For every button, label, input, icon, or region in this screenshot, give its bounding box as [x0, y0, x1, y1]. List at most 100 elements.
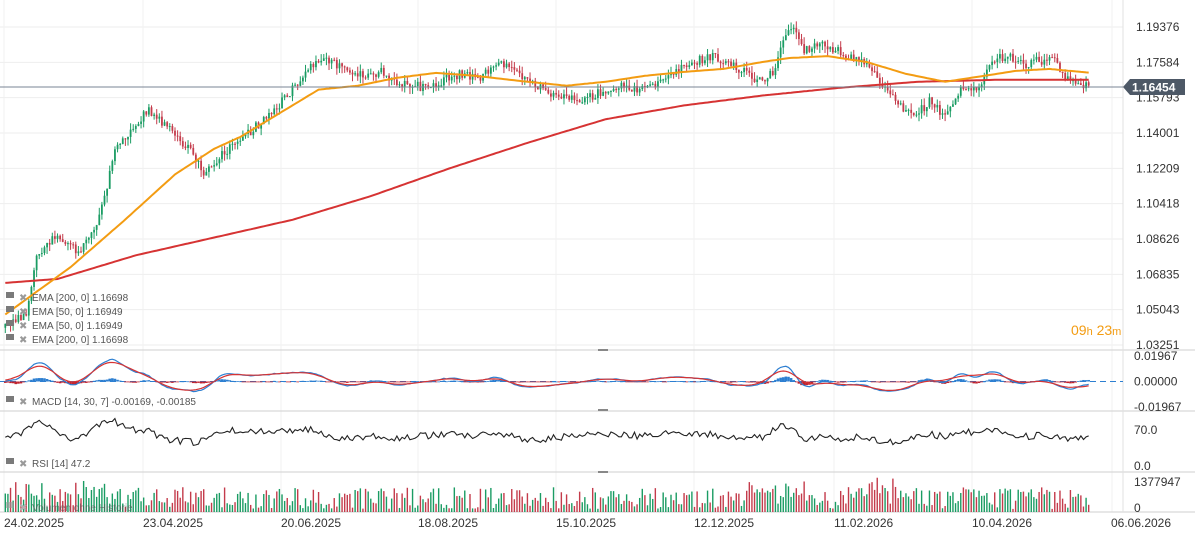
legend-close-icon[interactable]: ✖	[19, 321, 27, 332]
legend-item-ema50-b[interactable]: ✖ EMA [50, 0] 1.16949	[6, 320, 123, 332]
volume-bar	[612, 491, 615, 512]
macd-hist-bar	[557, 381, 561, 383]
volume-bar	[646, 505, 649, 512]
volume-bar	[923, 503, 925, 512]
candle-body	[1019, 59, 1022, 61]
candle-body	[834, 50, 837, 53]
volume-bar	[667, 507, 670, 512]
macd-hist-bar	[225, 379, 229, 382]
candle-body	[1069, 76, 1072, 81]
macd-hist-bar	[144, 380, 148, 382]
volume-bar	[769, 492, 771, 512]
legend-close-icon[interactable]: ✖	[19, 293, 27, 304]
candle-body	[155, 114, 158, 119]
macd-hist-bar	[805, 381, 809, 386]
candle-body	[132, 128, 135, 130]
volume-bar	[978, 490, 980, 512]
macd-hist-bar	[356, 381, 360, 383]
candle-body	[275, 108, 278, 110]
candle-body	[591, 93, 594, 100]
candle-body	[949, 106, 952, 112]
volume-bar	[529, 505, 531, 512]
volume-bar	[907, 496, 910, 512]
volume-bar	[197, 497, 200, 512]
volume-bar	[25, 483, 27, 512]
volume-bar	[620, 503, 623, 512]
volume-bar	[48, 492, 51, 512]
volume-bar	[662, 492, 664, 512]
candle-body	[839, 47, 842, 56]
candle-body	[920, 105, 923, 114]
candle-body	[824, 41, 826, 47]
panel-resize-handle[interactable]	[598, 471, 608, 473]
volume-bar	[90, 490, 93, 512]
volume-bar	[649, 493, 651, 512]
macd-legend[interactable]: ✖ MACD [14, 30, 7] -0.00169, -0.00185	[6, 396, 196, 408]
volume-bar	[85, 487, 87, 512]
macd-hist-bar	[818, 380, 822, 382]
x-date-label: 11.02.2026	[834, 516, 893, 530]
candle-body	[424, 83, 427, 86]
panel-resize-handle[interactable]	[598, 409, 608, 411]
volume-bar	[59, 489, 61, 512]
macd-hist-bar	[828, 380, 832, 382]
volume-bar	[777, 503, 779, 512]
macd-hist-bar	[1001, 380, 1004, 382]
x-date-label: 06.06.2026	[1111, 516, 1171, 530]
macd-hist-bar	[150, 381, 153, 382]
macd-hist-bar	[50, 380, 54, 382]
legend-close-icon[interactable]: ✖	[19, 307, 27, 318]
candle-body	[406, 80, 409, 85]
macd-hist-bar	[536, 381, 540, 383]
candle-body	[294, 84, 296, 86]
volume-bar	[132, 491, 134, 512]
legend-item-ema200-b[interactable]: ✖ EMA [200, 0] 1.16698	[6, 334, 129, 346]
legend-item-ema200-a[interactable]: ✖ EMA [200, 0] 1.16698	[6, 292, 129, 304]
volume-bar	[957, 501, 959, 512]
macd-hist-bar	[218, 379, 221, 382]
volume-legend[interactable]: ✖ Volumen ohne Historie	[6, 502, 133, 514]
volume-bar	[952, 492, 954, 512]
volume-bar	[623, 500, 625, 512]
volume-bar	[203, 489, 205, 512]
legend-close-icon[interactable]: ✖	[19, 503, 27, 514]
volume-bar	[806, 500, 808, 512]
macd-hist-bar	[724, 381, 728, 383]
macd-hist-bar	[972, 381, 976, 384]
candle-body	[213, 165, 216, 167]
rsi-legend[interactable]: ✖ RSI [14] 47.2	[6, 458, 91, 470]
volume-bar	[534, 497, 536, 512]
macd-hist-bar	[714, 381, 717, 383]
legend-item-ema50-a[interactable]: ✖ EMA [50, 0] 1.16949	[6, 306, 123, 318]
panel-resize-handle[interactable]	[598, 349, 608, 351]
volume-bar	[944, 506, 946, 512]
macd-hist-bar	[1040, 380, 1044, 382]
legend-close-icon[interactable]: ✖	[19, 459, 27, 470]
volume-bar	[787, 486, 790, 512]
volume-bar	[1061, 498, 1064, 512]
volume-bar	[591, 487, 594, 512]
candle-body	[878, 77, 881, 84]
volume-bar	[837, 505, 839, 512]
candle-body	[435, 83, 437, 88]
current-price-label: 1.16454	[1132, 81, 1176, 95]
volume-bar	[88, 497, 90, 512]
volume-bar	[43, 498, 46, 512]
volume-bar	[377, 491, 380, 512]
candle-body	[688, 65, 691, 67]
volume-bar	[270, 508, 273, 512]
macd-hist-bar	[37, 378, 41, 382]
volume-bar	[599, 497, 602, 512]
candle-body	[341, 63, 343, 67]
macd-hist-bar	[95, 380, 98, 382]
volume-bar	[505, 505, 508, 512]
candle-body	[1064, 72, 1067, 80]
volume-bar	[954, 503, 957, 512]
macd-hist-bar	[695, 381, 699, 383]
macd-hist-bar	[962, 379, 965, 382]
legend-close-icon[interactable]: ✖	[19, 335, 27, 346]
volume-bar	[187, 502, 189, 512]
legend-close-icon[interactable]: ✖	[19, 397, 27, 408]
